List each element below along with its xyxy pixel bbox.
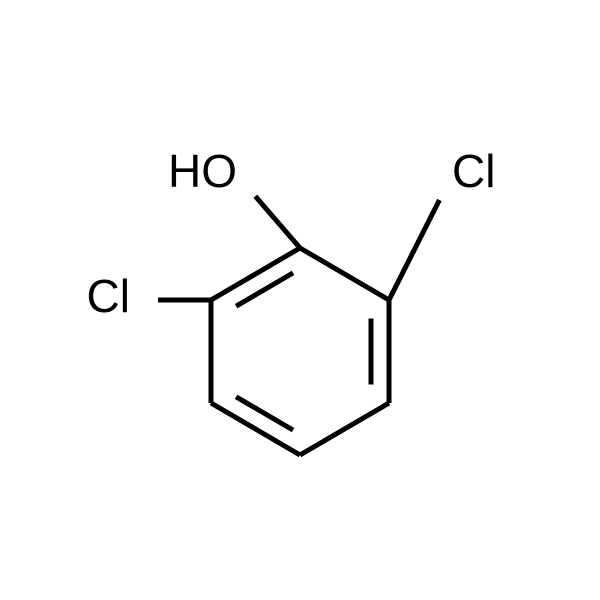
bond-0: [300, 248, 389, 300]
bond-6: [255, 196, 300, 248]
molecule-canvas: HO Cl Cl: [0, 0, 600, 600]
atom-label-oh: HO: [168, 145, 237, 197]
bond-2: [300, 403, 389, 455]
atom-label-cl_l: Cl: [87, 270, 130, 322]
bond-7: [389, 200, 439, 300]
atom-label-cl_r: Cl: [452, 145, 495, 197]
